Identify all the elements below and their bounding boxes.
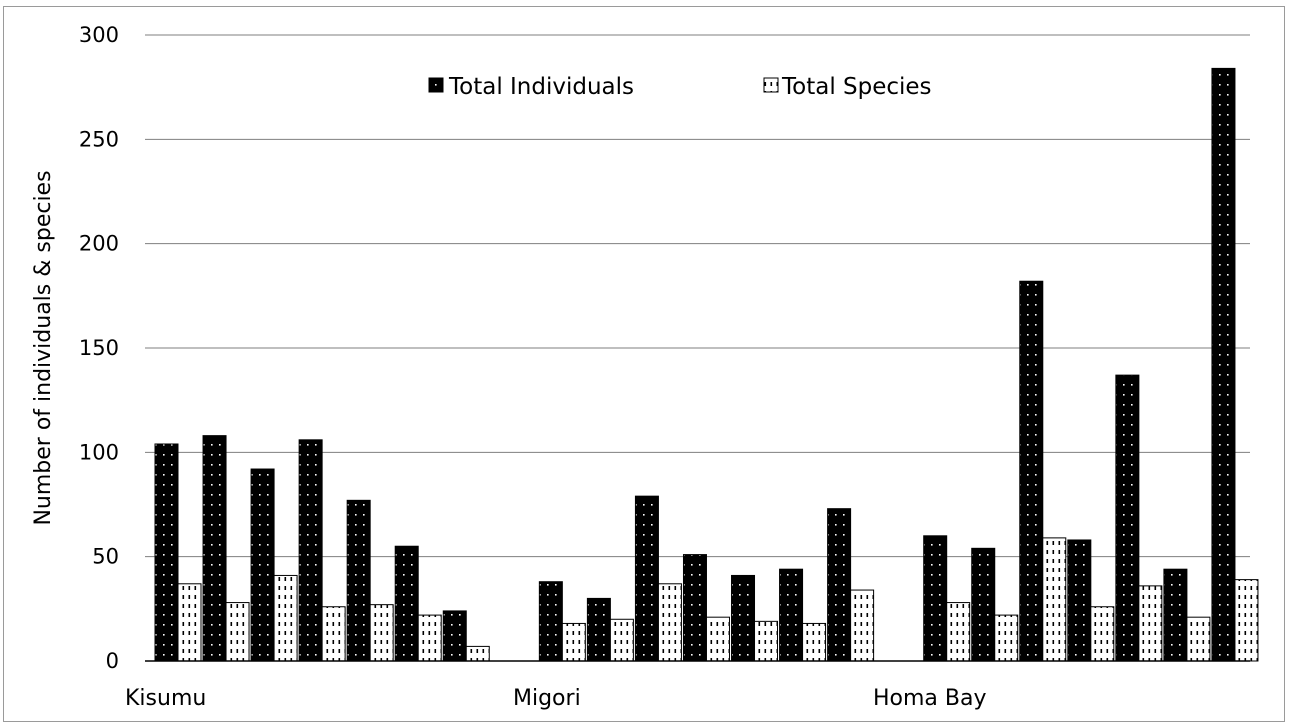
bar-total-individuals	[442, 610, 467, 662]
bar-total-species	[369, 604, 394, 662]
bar-total-individuals	[1211, 67, 1236, 662]
bar-total-species	[561, 622, 586, 662]
legend-swatch-total-species	[763, 77, 779, 93]
bar-total-individuals	[202, 435, 227, 662]
bar-total-individuals	[923, 535, 948, 662]
bar-total-species	[754, 620, 779, 662]
bar-total-individuals	[731, 574, 756, 662]
bar-total-species	[417, 614, 442, 662]
bar-total-species	[850, 589, 875, 662]
bar-total-individuals	[394, 545, 419, 662]
bar-total-species	[946, 602, 971, 662]
bar-total-species	[465, 645, 490, 662]
bars	[154, 67, 1259, 662]
bar-total-species	[994, 614, 1019, 662]
bar-total-individuals	[1115, 374, 1140, 662]
bar-total-individuals	[1019, 280, 1044, 662]
bar-total-individuals	[346, 499, 371, 662]
y-tick-label: 0	[106, 649, 119, 673]
bar-total-species	[1138, 585, 1163, 662]
bar-total-species	[1090, 606, 1115, 662]
bar-total-species	[225, 602, 250, 662]
group-label-migori: Migori	[513, 686, 581, 711]
legend-swatch-total-individuals	[428, 77, 444, 93]
bar-total-individuals	[779, 568, 804, 662]
bar-total-individuals	[250, 468, 275, 662]
y-tick-label: 300	[79, 23, 119, 47]
bar-total-individuals	[682, 554, 707, 662]
bar-total-individuals	[634, 495, 659, 662]
bar-total-species	[657, 583, 682, 662]
legend: Total Individuals Total Species	[428, 74, 932, 100]
bar-total-individuals	[586, 597, 611, 662]
y-tick-label: 50	[92, 545, 119, 569]
bar-total-species	[177, 583, 202, 662]
bar-total-species	[321, 606, 346, 662]
bar-total-species	[1186, 616, 1211, 662]
bar-total-species	[802, 622, 827, 662]
y-tick-label: 150	[79, 336, 119, 360]
bar-total-individuals	[827, 508, 852, 662]
bar-total-species	[705, 616, 730, 662]
bar-total-species	[609, 618, 634, 662]
y-tick-label: 100	[79, 440, 119, 464]
group-label-homa-bay: Homa Bay	[873, 686, 987, 711]
group-label-kisumu: Kisumu	[125, 686, 206, 711]
bar-total-species	[273, 574, 298, 662]
bar-total-individuals	[971, 547, 996, 662]
bar-total-species	[1042, 537, 1067, 662]
y-tick-label: 250	[79, 127, 119, 151]
bar-total-individuals	[298, 439, 323, 662]
bar-total-individuals	[1163, 568, 1188, 662]
bar-total-individuals	[538, 581, 563, 662]
y-axis-label: Number of individuals & species	[31, 170, 56, 525]
y-tick-label: 200	[79, 232, 119, 256]
legend-label-total-individuals: Total Individuals	[448, 74, 634, 100]
bar-total-individuals	[1067, 539, 1092, 662]
chart-frame	[3, 6, 1285, 722]
legend-label-total-species: Total Species	[781, 74, 932, 100]
bar-total-species	[1234, 579, 1259, 662]
bar-total-individuals	[154, 443, 179, 662]
y-axis-tick-labels: 0 50 100 150 200 250 300	[79, 23, 119, 673]
